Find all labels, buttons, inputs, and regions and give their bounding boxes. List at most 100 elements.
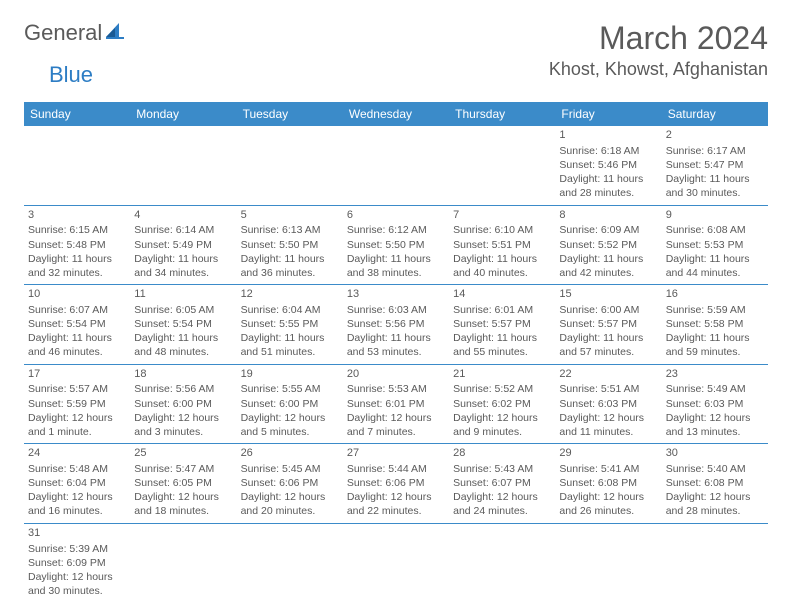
calendar-cell: 19Sunrise: 5:55 AMSunset: 6:00 PMDayligh… xyxy=(237,364,343,444)
daylight-text: Daylight: 12 hours and 7 minutes. xyxy=(347,411,445,439)
day-number: 9 xyxy=(666,208,764,223)
calendar-row: 3Sunrise: 6:15 AMSunset: 5:48 PMDaylight… xyxy=(24,205,768,285)
calendar-cell: 8Sunrise: 6:09 AMSunset: 5:52 PMDaylight… xyxy=(555,205,661,285)
sunrise-text: Sunrise: 6:01 AM xyxy=(453,303,551,317)
sunrise-text: Sunrise: 6:07 AM xyxy=(28,303,126,317)
calendar-cell: 2Sunrise: 6:17 AMSunset: 5:47 PMDaylight… xyxy=(662,126,768,205)
weekday-wednesday: Wednesday xyxy=(343,102,449,126)
day-number: 22 xyxy=(559,367,657,382)
calendar-cell: 21Sunrise: 5:52 AMSunset: 6:02 PMDayligh… xyxy=(449,364,555,444)
sunset-text: Sunset: 6:08 PM xyxy=(666,476,764,490)
day-number: 21 xyxy=(453,367,551,382)
sunrise-text: Sunrise: 6:05 AM xyxy=(134,303,232,317)
day-number: 10 xyxy=(28,287,126,302)
weekday-tuesday: Tuesday xyxy=(237,102,343,126)
weekday-friday: Friday xyxy=(555,102,661,126)
sunrise-text: Sunrise: 6:14 AM xyxy=(134,223,232,237)
calendar-cell: 20Sunrise: 5:53 AMSunset: 6:01 PMDayligh… xyxy=(343,364,449,444)
daylight-text: Daylight: 12 hours and 30 minutes. xyxy=(28,570,126,598)
calendar-cell xyxy=(237,126,343,205)
daylight-text: Daylight: 12 hours and 22 minutes. xyxy=(347,490,445,518)
sunset-text: Sunset: 6:06 PM xyxy=(347,476,445,490)
calendar-cell: 3Sunrise: 6:15 AMSunset: 5:48 PMDaylight… xyxy=(24,205,130,285)
sunrise-text: Sunrise: 5:52 AM xyxy=(453,382,551,396)
sunset-text: Sunset: 5:50 PM xyxy=(347,238,445,252)
daylight-text: Daylight: 12 hours and 28 minutes. xyxy=(666,490,764,518)
daylight-text: Daylight: 11 hours and 51 minutes. xyxy=(241,331,339,359)
calendar-cell xyxy=(343,126,449,205)
sunrise-text: Sunrise: 5:48 AM xyxy=(28,462,126,476)
calendar-cell: 9Sunrise: 6:08 AMSunset: 5:53 PMDaylight… xyxy=(662,205,768,285)
daylight-text: Daylight: 12 hours and 11 minutes. xyxy=(559,411,657,439)
day-number: 18 xyxy=(134,367,232,382)
daylight-text: Daylight: 12 hours and 1 minute. xyxy=(28,411,126,439)
sunset-text: Sunset: 6:01 PM xyxy=(347,397,445,411)
daylight-text: Daylight: 11 hours and 57 minutes. xyxy=(559,331,657,359)
sunrise-text: Sunrise: 5:41 AM xyxy=(559,462,657,476)
calendar-row: 24Sunrise: 5:48 AMSunset: 6:04 PM Dayligh… xyxy=(24,444,768,524)
sunrise-text: Sunrise: 5:55 AM xyxy=(241,382,339,396)
sunset-text: Sunset: 6:03 PM xyxy=(559,397,657,411)
daylight-text: Daylight: 11 hours and 46 minutes. xyxy=(28,331,126,359)
sunset-text: Sunset: 5:50 PM xyxy=(241,238,339,252)
day-number: 28 xyxy=(453,446,551,461)
calendar-cell: 24Sunrise: 5:48 AMSunset: 6:04 PMDayligh… xyxy=(24,444,130,524)
calendar-cell xyxy=(130,523,236,602)
daylight-text: Daylight: 11 hours and 55 minutes. xyxy=(453,331,551,359)
day-number: 26 xyxy=(241,446,339,461)
day-number: 7 xyxy=(453,208,551,223)
day-number: 13 xyxy=(347,287,445,302)
daylight-text: Daylight: 11 hours and 48 minutes. xyxy=(134,331,232,359)
calendar-cell: 12Sunrise: 6:04 AMSunset: 5:55 PMDayligh… xyxy=(237,285,343,365)
sunrise-text: Sunrise: 6:04 AM xyxy=(241,303,339,317)
calendar-cell: 15Sunrise: 6:00 AMSunset: 5:57 PMDayligh… xyxy=(555,285,661,365)
sunset-text: Sunset: 6:08 PM xyxy=(559,476,657,490)
weekday-saturday: Saturday xyxy=(662,102,768,126)
sunset-text: Sunset: 6:04 PM xyxy=(28,476,126,490)
sunset-text: Sunset: 6:00 PM xyxy=(241,397,339,411)
daylight-text: Daylight: 12 hours and 20 minutes. xyxy=(241,490,339,518)
calendar-row: 31Sunrise: 5:39 AMSunset: 6:09 PMDayligh… xyxy=(24,523,768,602)
daylight-text: Daylight: 11 hours and 38 minutes. xyxy=(347,252,445,280)
daylight-text: Daylight: 12 hours and 5 minutes. xyxy=(241,411,339,439)
sunrise-text: Sunrise: 5:49 AM xyxy=(666,382,764,396)
weekday-sunday: Sunday xyxy=(24,102,130,126)
calendar-cell: 27Sunrise: 5:44 AMSunset: 6:06 PMDayligh… xyxy=(343,444,449,524)
calendar-cell: 7Sunrise: 6:10 AMSunset: 5:51 PMDaylight… xyxy=(449,205,555,285)
day-number: 16 xyxy=(666,287,764,302)
calendar-row: 17Sunrise: 5:57 AMSunset: 5:59 PMDayligh… xyxy=(24,364,768,444)
sunset-text: Sunset: 5:47 PM xyxy=(666,158,764,172)
sunset-text: Sunset: 5:54 PM xyxy=(134,317,232,331)
sunset-text: Sunset: 6:07 PM xyxy=(453,476,551,490)
sunrise-text: Sunrise: 6:12 AM xyxy=(347,223,445,237)
calendar-cell: 31Sunrise: 5:39 AMSunset: 6:09 PMDayligh… xyxy=(24,523,130,602)
sunset-text: Sunset: 5:46 PM xyxy=(559,158,657,172)
calendar-table: Sunday Monday Tuesday Wednesday Thursday… xyxy=(24,102,768,602)
daylight-text: Daylight: 12 hours and 26 minutes. xyxy=(559,490,657,518)
day-number: 24 xyxy=(28,446,126,461)
calendar-cell: 11Sunrise: 6:05 AMSunset: 5:54 PMDayligh… xyxy=(130,285,236,365)
sunrise-text: Sunrise: 6:10 AM xyxy=(453,223,551,237)
day-number: 15 xyxy=(559,287,657,302)
sunset-text: Sunset: 5:57 PM xyxy=(453,317,551,331)
sunset-text: Sunset: 5:49 PM xyxy=(134,238,232,252)
calendar-cell: 18Sunrise: 5:56 AMSunset: 6:00 PMDayligh… xyxy=(130,364,236,444)
sunrise-text: Sunrise: 5:56 AM xyxy=(134,382,232,396)
sunset-text: Sunset: 5:58 PM xyxy=(666,317,764,331)
sunset-text: Sunset: 5:51 PM xyxy=(453,238,551,252)
location: Khost, Khowst, Afghanistan xyxy=(549,59,768,80)
day-number: 4 xyxy=(134,208,232,223)
daylight-text: Daylight: 11 hours and 36 minutes. xyxy=(241,252,339,280)
sunrise-text: Sunrise: 5:44 AM xyxy=(347,462,445,476)
sunrise-text: Sunrise: 5:40 AM xyxy=(666,462,764,476)
daylight-text: Daylight: 12 hours and 9 minutes. xyxy=(453,411,551,439)
day-number: 23 xyxy=(666,367,764,382)
day-number: 31 xyxy=(28,526,126,541)
calendar-cell xyxy=(449,523,555,602)
logo-text-2: Blue xyxy=(49,62,93,88)
sunset-text: Sunset: 5:57 PM xyxy=(559,317,657,331)
sunrise-text: Sunrise: 6:15 AM xyxy=(28,223,126,237)
calendar-cell xyxy=(449,126,555,205)
calendar-cell: 4Sunrise: 6:14 AMSunset: 5:49 PMDaylight… xyxy=(130,205,236,285)
calendar-cell: 14Sunrise: 6:01 AMSunset: 5:57 PMDayligh… xyxy=(449,285,555,365)
